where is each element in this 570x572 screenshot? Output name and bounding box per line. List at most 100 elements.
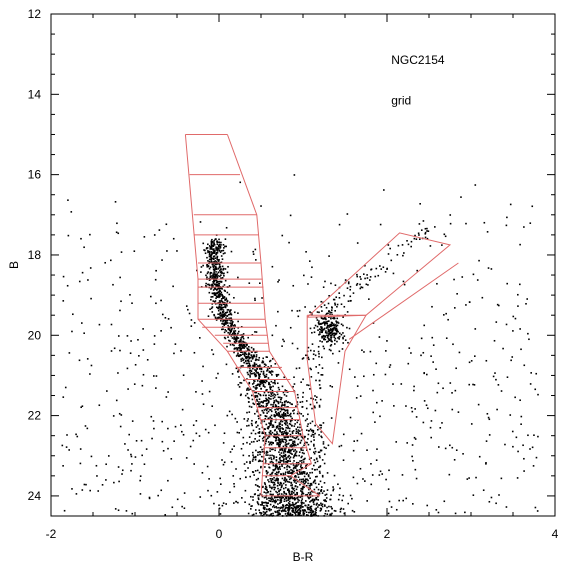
- data-point: [343, 512, 346, 515]
- data-point: [279, 438, 281, 441]
- data-point: [210, 494, 213, 497]
- data-point: [277, 443, 280, 446]
- data-point: [304, 479, 307, 481]
- data-point: [192, 424, 195, 427]
- data-point: [229, 329, 231, 332]
- data-point: [329, 325, 331, 327]
- data-point: [443, 314, 445, 316]
- data-point: [310, 429, 313, 432]
- data-point: [293, 174, 296, 176]
- data-point: [278, 506, 280, 509]
- data-point: [280, 405, 283, 407]
- data-point: [229, 451, 232, 453]
- data-point: [71, 488, 73, 490]
- data-point: [280, 408, 283, 411]
- data-point: [322, 422, 325, 424]
- data-point: [120, 251, 123, 253]
- data-point: [325, 322, 328, 325]
- data-point: [318, 379, 321, 382]
- data-point: [395, 508, 398, 511]
- data-point: [208, 252, 211, 255]
- data-point: [176, 250, 178, 252]
- data-point: [285, 478, 288, 481]
- data-point: [173, 440, 175, 442]
- data-point: [110, 350, 113, 352]
- data-point: [261, 501, 263, 503]
- data-point: [307, 356, 310, 359]
- data-point: [244, 394, 247, 397]
- data-point: [300, 459, 303, 462]
- data-point: [323, 462, 326, 465]
- data-point: [517, 293, 519, 296]
- data-point: [502, 347, 504, 350]
- data-point: [258, 398, 261, 400]
- data-point: [254, 299, 256, 302]
- data-point: [240, 428, 242, 431]
- data-point: [161, 313, 164, 316]
- data-point: [200, 271, 202, 273]
- data-point: [296, 347, 299, 350]
- data-point: [275, 437, 277, 439]
- data-point: [309, 501, 311, 503]
- data-point: [269, 473, 272, 476]
- data-point: [336, 321, 339, 323]
- data-point: [318, 483, 320, 486]
- data-point: [279, 448, 282, 451]
- data-point: [313, 459, 316, 461]
- data-point: [281, 413, 283, 416]
- data-point: [226, 300, 229, 302]
- data-point: [218, 243, 221, 246]
- data-point: [185, 457, 188, 459]
- data-point: [326, 321, 328, 323]
- data-point: [327, 324, 330, 327]
- data-point: [160, 489, 163, 492]
- data-point: [257, 365, 259, 367]
- data-point: [297, 429, 300, 431]
- data-point: [253, 355, 255, 358]
- data-point: [392, 383, 394, 385]
- data-point: [284, 441, 287, 444]
- data-point: [233, 296, 235, 299]
- data-point: [214, 424, 216, 427]
- data-point: [288, 493, 291, 495]
- data-point: [301, 488, 304, 491]
- data-point: [438, 446, 440, 448]
- data-point: [231, 337, 234, 339]
- data-point: [468, 301, 471, 304]
- data-point: [319, 398, 322, 401]
- data-point: [318, 320, 320, 322]
- data-point: [116, 222, 118, 225]
- data-point: [290, 403, 293, 405]
- data-point: [319, 510, 322, 512]
- data-point: [330, 343, 333, 346]
- data-point: [299, 511, 301, 514]
- data-point: [482, 489, 485, 492]
- data-point: [277, 405, 280, 408]
- data-point: [215, 271, 217, 273]
- data-point: [268, 457, 270, 460]
- data-point: [270, 513, 272, 516]
- data-point: [66, 434, 68, 436]
- data-point: [321, 503, 324, 506]
- data-point: [284, 507, 287, 510]
- data-point: [307, 496, 310, 499]
- data-point: [220, 306, 222, 308]
- data-point: [265, 400, 268, 402]
- data-point: [285, 484, 287, 486]
- data-point: [181, 408, 184, 411]
- data-point: [305, 464, 307, 467]
- data-point: [320, 326, 322, 328]
- data-point: [309, 491, 312, 494]
- data-point: [161, 259, 163, 261]
- data-point: [280, 499, 283, 502]
- data-point: [214, 294, 217, 297]
- data-point: [298, 412, 301, 415]
- data-point: [213, 244, 216, 246]
- data-point: [269, 424, 271, 427]
- data-point: [305, 500, 307, 502]
- data-point: [253, 373, 256, 376]
- data-point: [342, 332, 344, 334]
- data-point: [309, 487, 311, 490]
- data-point: [284, 447, 287, 450]
- data-point: [313, 488, 316, 491]
